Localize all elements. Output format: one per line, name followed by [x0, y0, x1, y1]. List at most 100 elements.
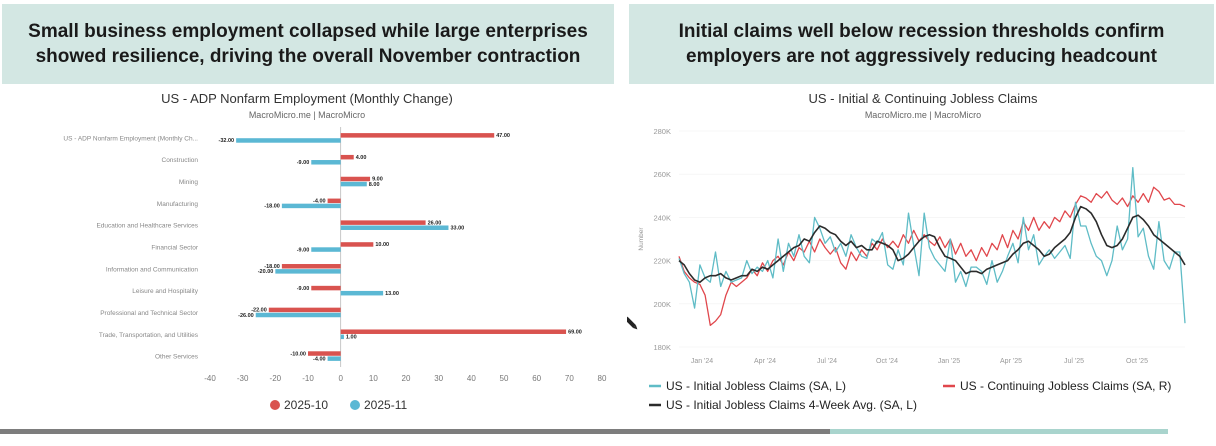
bar-2025-11[interactable] [275, 269, 341, 274]
bar-data-label: -10.00 [290, 351, 306, 357]
legend-label[interactable]: US - Initial Jobless Claims (SA, L) [666, 379, 846, 393]
line-x-tick-label: Jul '24 [817, 358, 837, 365]
bar-data-label: -9.00 [297, 286, 310, 292]
bar-2025-10[interactable] [281, 264, 341, 269]
legend-label[interactable]: 2025-11 [364, 398, 407, 412]
bar-data-label: -26.00 [238, 313, 254, 319]
bar-category-label: Education and Healthcare Services [96, 223, 198, 230]
bar-x-tick-label: 80 [598, 374, 607, 383]
right-panel: Initial claims well below recession thre… [627, 0, 1216, 425]
line-series-2[interactable] [678, 186, 1186, 327]
bar-2025-11[interactable] [340, 225, 449, 230]
bar-x-tick-label: 70 [565, 374, 574, 383]
right-headline-banner: Initial claims well below recession thre… [629, 4, 1214, 84]
bar-chart-legend[interactable]: 2025-10 2025-11 [270, 398, 407, 412]
bar-x-tick-label: 0 [338, 374, 343, 383]
bottom-progress-segment [830, 429, 1168, 434]
bar-category-label: Financial Sector [151, 245, 198, 252]
bar-2025-11[interactable] [340, 290, 384, 296]
bar-2025-11[interactable] [236, 138, 341, 143]
bar-2025-11[interactable] [311, 160, 341, 165]
bar-data-label: 47.00 [496, 133, 510, 139]
line-chart-title: US - Initial & Continuing Jobless Claims [808, 91, 1038, 106]
left-headline-banner: Small business employment collapsed whil… [2, 4, 614, 84]
bottom-progress-track [0, 429, 830, 434]
bar-2025-10[interactable] [340, 176, 371, 182]
bar-2025-11[interactable] [327, 356, 341, 361]
bar-data-label: 4.00 [356, 155, 367, 161]
left-panel: Small business employment collapsed whil… [0, 0, 616, 425]
bar-2025-10[interactable] [340, 329, 567, 334]
bar-data-label: 10.00 [375, 242, 389, 248]
line-x-tick-label: Apr '24 [754, 358, 776, 365]
bar-data-label: 69.00 [568, 329, 582, 335]
line-chart-legend[interactable]: US - Initial Jobless Claims (SA, L) US - … [649, 379, 1171, 412]
bar-data-label: -22.00 [251, 308, 267, 314]
bar-2025-10[interactable] [340, 220, 426, 225]
line-y-tick-label: 200K [653, 300, 671, 309]
bar-x-tick-label: 10 [369, 374, 378, 383]
legend-label[interactable]: US - Continuing Jobless Claims (SA, R) [960, 379, 1171, 393]
bar-data-label: 8.00 [369, 182, 380, 188]
bar-2025-11[interactable] [340, 181, 367, 187]
adp-bar-chart: US - ADP Nonfarm Employment (Monthly Cha… [63, 91, 607, 412]
line-x-tick-label: Oct '25 [1126, 358, 1148, 365]
bar-x-tick-label: 60 [532, 374, 541, 383]
pencil-icon[interactable] [627, 316, 639, 331]
bar-2025-11[interactable] [340, 334, 344, 340]
line-y-tick-label: 240K [653, 213, 671, 222]
bar-category-label: Leisure and Hospitality [132, 288, 199, 295]
bar-2025-10[interactable] [340, 154, 354, 160]
bar-x-tick-label: -10 [302, 374, 314, 383]
line-x-tick-label: Jul '25 [1064, 358, 1084, 365]
bar-chart-source: MacroMicro.me | MacroMicro [249, 110, 365, 120]
bar-data-label: -20.00 [258, 269, 274, 275]
bar-data-label: -9.00 [297, 160, 310, 166]
bar-2025-10[interactable] [308, 351, 341, 356]
line-y-tick-label: 180K [653, 343, 671, 352]
bar-x-tick-label: 30 [434, 374, 443, 383]
bar-2025-10[interactable] [268, 307, 341, 313]
bar-2025-11[interactable] [311, 247, 341, 252]
bar-data-label: 26.00 [428, 220, 442, 226]
bar-x-tick-label: -40 [204, 374, 216, 383]
bar-data-label: -18.00 [264, 264, 280, 270]
bar-category-label: US - ADP Nonfarm Employment (Monthly Ch.… [63, 135, 198, 142]
bar-data-label: 1.00 [346, 335, 357, 341]
bar-x-tick-label: 40 [467, 374, 476, 383]
line-y-axis-label: Number [638, 227, 645, 251]
bar-2025-11[interactable] [255, 312, 341, 318]
line-y-tick-label: 280K [653, 127, 671, 136]
bar-category-label: Manufacturing [157, 201, 199, 208]
bar-x-tick-label: -20 [270, 374, 282, 383]
bar-2025-11[interactable] [281, 203, 341, 209]
bar-x-tick-label: -30 [237, 374, 249, 383]
bar-data-label: -4.00 [313, 199, 326, 205]
line-series-0[interactable] [678, 167, 1186, 324]
line-series-1[interactable] [678, 205, 1186, 283]
legend-label[interactable]: US - Initial Jobless Claims 4-Week Avg. … [666, 398, 917, 412]
bar-2025-10[interactable] [340, 242, 374, 247]
bar-2025-10[interactable] [311, 285, 341, 291]
bar-category-label: Other Services [155, 354, 199, 361]
bar-data-label: 9.00 [372, 177, 383, 183]
bar-2025-10[interactable] [327, 198, 341, 204]
bar-category-label: Construction [162, 157, 199, 164]
line-x-tick-label: Oct '24 [876, 358, 898, 365]
bar-data-label: 33.00 [450, 225, 464, 231]
bar-category-label: Information and Communication [106, 266, 199, 273]
left-headline: Small business employment collapsed whil… [28, 21, 588, 67]
legend-label[interactable]: 2025-10 [284, 398, 328, 412]
line-x-tick-label: Apr '25 [1000, 358, 1022, 365]
line-chart-plot: 180K 200K 220K 240K 260K 280K Number Jan '24 Apr… [638, 127, 1186, 365]
bar-data-label: -9.00 [297, 247, 310, 253]
bar-data-label: -32.00 [219, 138, 235, 144]
bar-2025-10[interactable] [340, 133, 495, 138]
claims-line-chart: US - Initial & Continuing Jobless Claims… [627, 91, 1186, 412]
bar-x-tick-label: 20 [402, 374, 411, 383]
line-x-tick-label: Jan '25 [938, 358, 960, 365]
bar-chart-plot: -40 -30 -20 -10 0 10 20 30 40 50 60 70 80 US - ADP No… [63, 127, 607, 383]
line-y-tick-label: 260K [653, 170, 671, 179]
bar-category-label: Trade, Transportation, and Utilities [99, 332, 199, 339]
legend-dot [270, 400, 280, 410]
